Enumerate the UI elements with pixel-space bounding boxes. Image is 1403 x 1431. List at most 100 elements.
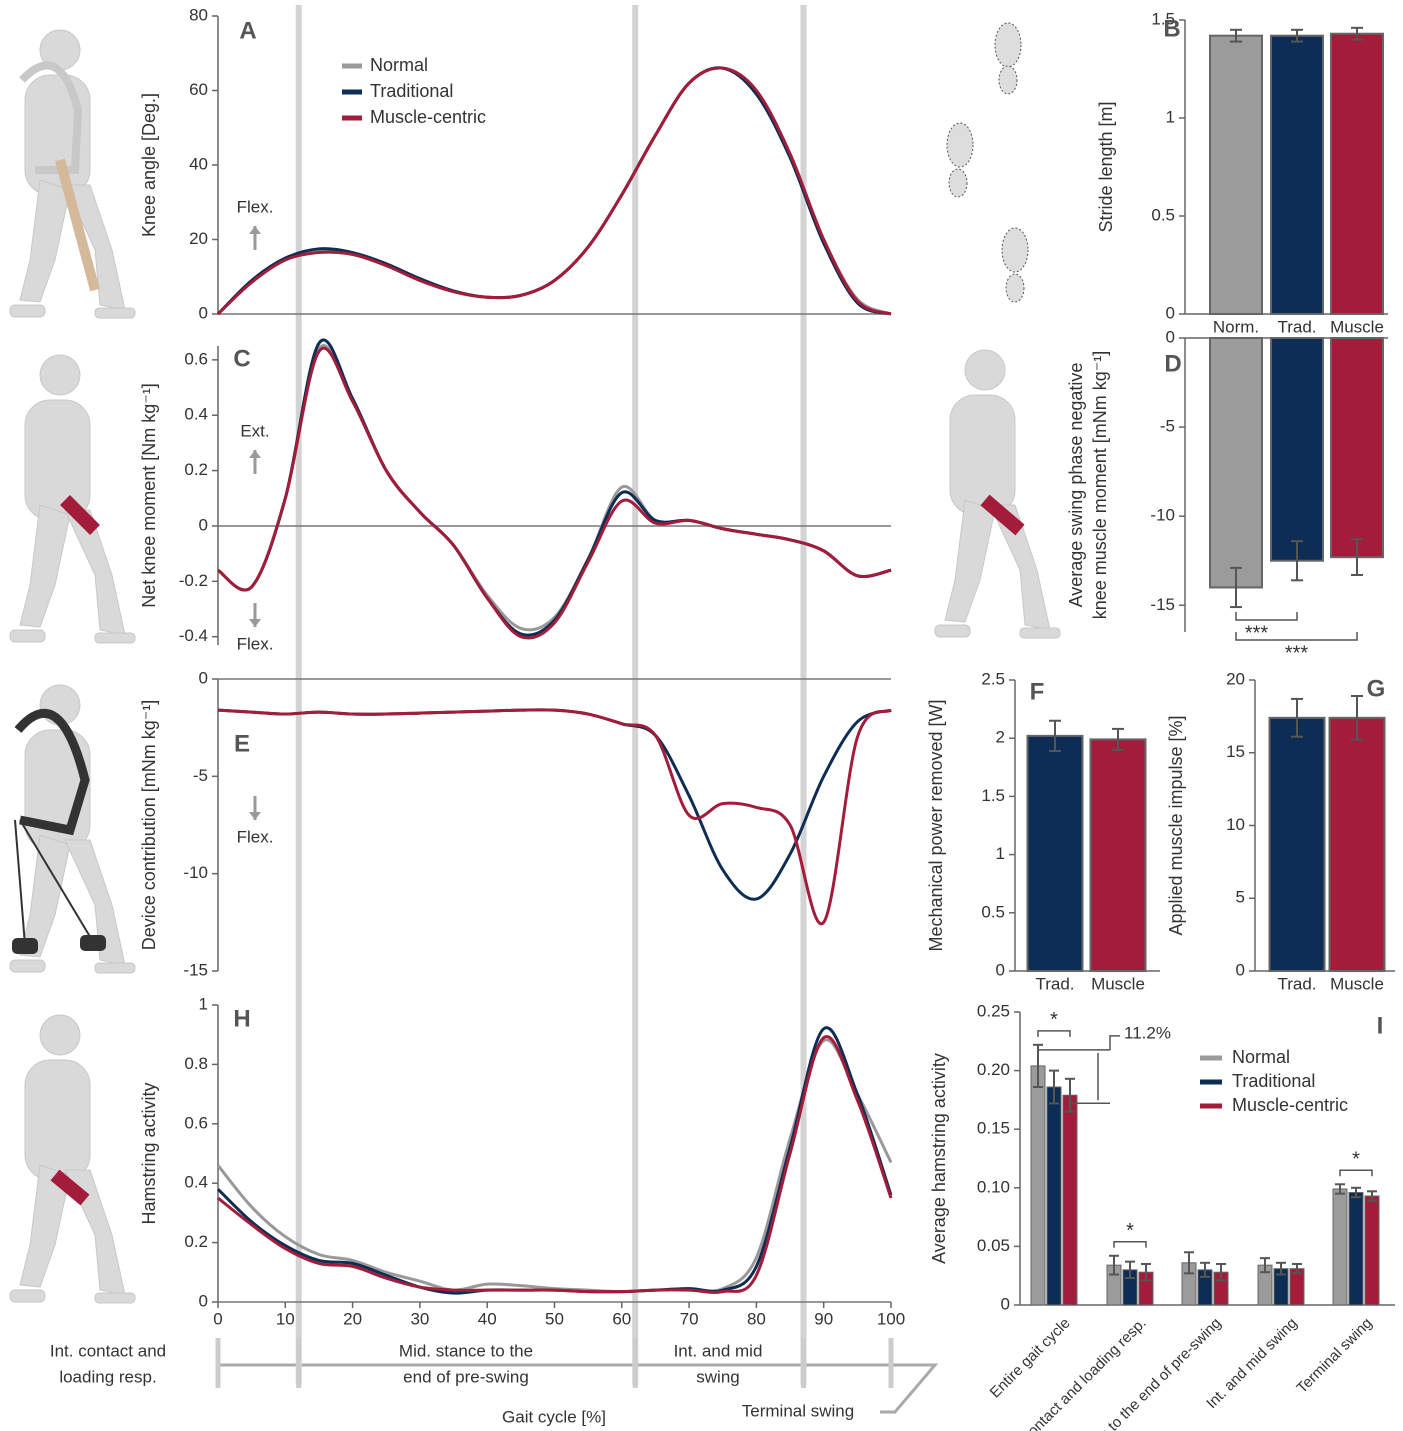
y-tick-label: -15 (1150, 595, 1175, 614)
y-tick-label: 0.4 (184, 405, 208, 424)
bar (1028, 736, 1083, 971)
x-tick-label: Terminal swing (1293, 1315, 1375, 1397)
annotation: Flex. (237, 827, 274, 846)
y-tick-label: 15 (1226, 742, 1245, 761)
bar (1331, 34, 1383, 314)
x-tick-label: 40 (478, 1309, 497, 1328)
panel-letter: I (1377, 1012, 1384, 1039)
x-tick-label: Trad. (1277, 317, 1316, 336)
phase-label: Int. contact and (50, 1341, 166, 1360)
y-tick-label: -5 (193, 766, 208, 785)
y-axis-label: Net knee moment [Nm kg⁻¹] (139, 383, 159, 608)
legend-label: Muscle-centric (1232, 1095, 1348, 1115)
y-tick-label: 0.8 (184, 1054, 208, 1073)
annotation: Ext. (240, 421, 269, 440)
y-tick-label: 0 (199, 1291, 208, 1310)
legend-label: Traditional (370, 81, 453, 101)
phase-label: Terminal swing (742, 1401, 854, 1420)
y-tick-label: 0 (1236, 960, 1245, 979)
x-tick-label: 20 (343, 1309, 362, 1328)
page: {"gait_phases":{"boundaries":[12,62,87],… (0, 0, 1403, 1431)
y-tick-label: 0.5 (1151, 205, 1175, 224)
y-tick-label: 0.5 (981, 902, 1005, 921)
annotation-arrowhead (249, 812, 261, 820)
significance-label: *** (1285, 642, 1309, 664)
phase-label: Mid. stance to the (399, 1341, 533, 1360)
legend-label: Normal (1232, 1047, 1290, 1067)
y-tick-label: 60 (189, 80, 208, 99)
significance-bracket (1038, 1031, 1070, 1037)
y-axis-label: Stride length [m] (1096, 101, 1116, 232)
bar (1349, 1192, 1363, 1305)
annotation: Flex. (237, 197, 274, 216)
y-tick-label: 20 (1226, 669, 1245, 688)
significance-bracket (1340, 1170, 1372, 1176)
x-tick-label: Muscle (1330, 317, 1384, 336)
x-tick-label: 0 (213, 1309, 222, 1328)
bar (1031, 1066, 1045, 1305)
panel-letter: A (239, 17, 256, 44)
panel-letter: C (233, 345, 250, 372)
y-tick-label: -5 (1160, 417, 1175, 436)
y-tick-label: -10 (183, 863, 208, 882)
x-tick-label: Muscle (1330, 974, 1384, 993)
bar (1210, 36, 1262, 314)
y-tick-label: 0.2 (184, 1232, 208, 1251)
series-line (218, 68, 891, 314)
x-tick-label: Norm. (1213, 317, 1259, 336)
figure-person (10, 1015, 135, 1303)
significance-label: * (1352, 1149, 1360, 1171)
y-tick-label: -0.2 (179, 571, 208, 590)
series-line (218, 340, 891, 635)
significance-label: *** (1245, 622, 1269, 644)
illustrations (10, 23, 1060, 1303)
panel-letter: B (1163, 15, 1180, 42)
x-tick-label: 100 (877, 1309, 905, 1328)
panel-letter: F (1030, 678, 1045, 705)
panel-letter: D (1164, 350, 1181, 377)
bar (1270, 718, 1325, 971)
y-tick-label: 1 (996, 844, 1005, 863)
y-tick-label: 0.25 (977, 1001, 1010, 1020)
y-tick-label: 0.4 (184, 1173, 208, 1192)
y-tick-label: 0.05 (977, 1236, 1010, 1255)
legend-label: Traditional (1232, 1071, 1315, 1091)
series-line (218, 710, 891, 899)
annotation-arrowhead (249, 619, 261, 627)
y-tick-label: 2.5 (981, 669, 1005, 688)
bar (1063, 1095, 1077, 1305)
significance-label: * (1126, 1220, 1134, 1242)
y-tick-label: 2 (996, 728, 1005, 747)
annotation-arrowhead (249, 226, 261, 234)
y-tick-label: 1 (199, 994, 208, 1013)
y-tick-label: -0.4 (179, 626, 208, 645)
x-tick-label: 90 (814, 1309, 833, 1328)
significance-bracket (1114, 1242, 1146, 1248)
x-tick-label: 70 (680, 1309, 699, 1328)
y-tick-label: 10 (1226, 815, 1245, 834)
annotation: Flex. (237, 634, 274, 653)
bar (1365, 1196, 1379, 1305)
y-axis-label: Average hamstring activity (929, 1053, 949, 1264)
y-tick-label: 0.10 (977, 1177, 1010, 1196)
difference-bracket (1110, 1036, 1120, 1050)
y-axis-label: Device contribution [mNm kg⁻¹] (139, 700, 159, 951)
figure: Gait cycle [%] Int. contact andloading r… (0, 0, 1403, 1431)
x-tick-label: 30 (410, 1309, 429, 1328)
y-tick-label: 0 (199, 668, 208, 687)
x-tick-label: 10 (276, 1309, 295, 1328)
y-tick-label: -10 (1150, 506, 1175, 525)
y-tick-label: 0 (199, 303, 208, 322)
y-tick-label: 0 (1166, 303, 1175, 322)
panel-letter: E (234, 730, 250, 757)
figure-person (935, 350, 1060, 638)
y-tick-label: 0 (996, 960, 1005, 979)
y-tick-label: 20 (189, 229, 208, 248)
x-tick-label: Trad. (1277, 974, 1316, 993)
y-tick-label: 5 (1236, 888, 1245, 907)
y-tick-label: 0 (199, 515, 208, 534)
legend-label: Muscle-centric (370, 107, 486, 127)
footprints (947, 23, 1028, 302)
phase-label: end of pre-swing (403, 1367, 529, 1386)
cuff (80, 935, 106, 951)
